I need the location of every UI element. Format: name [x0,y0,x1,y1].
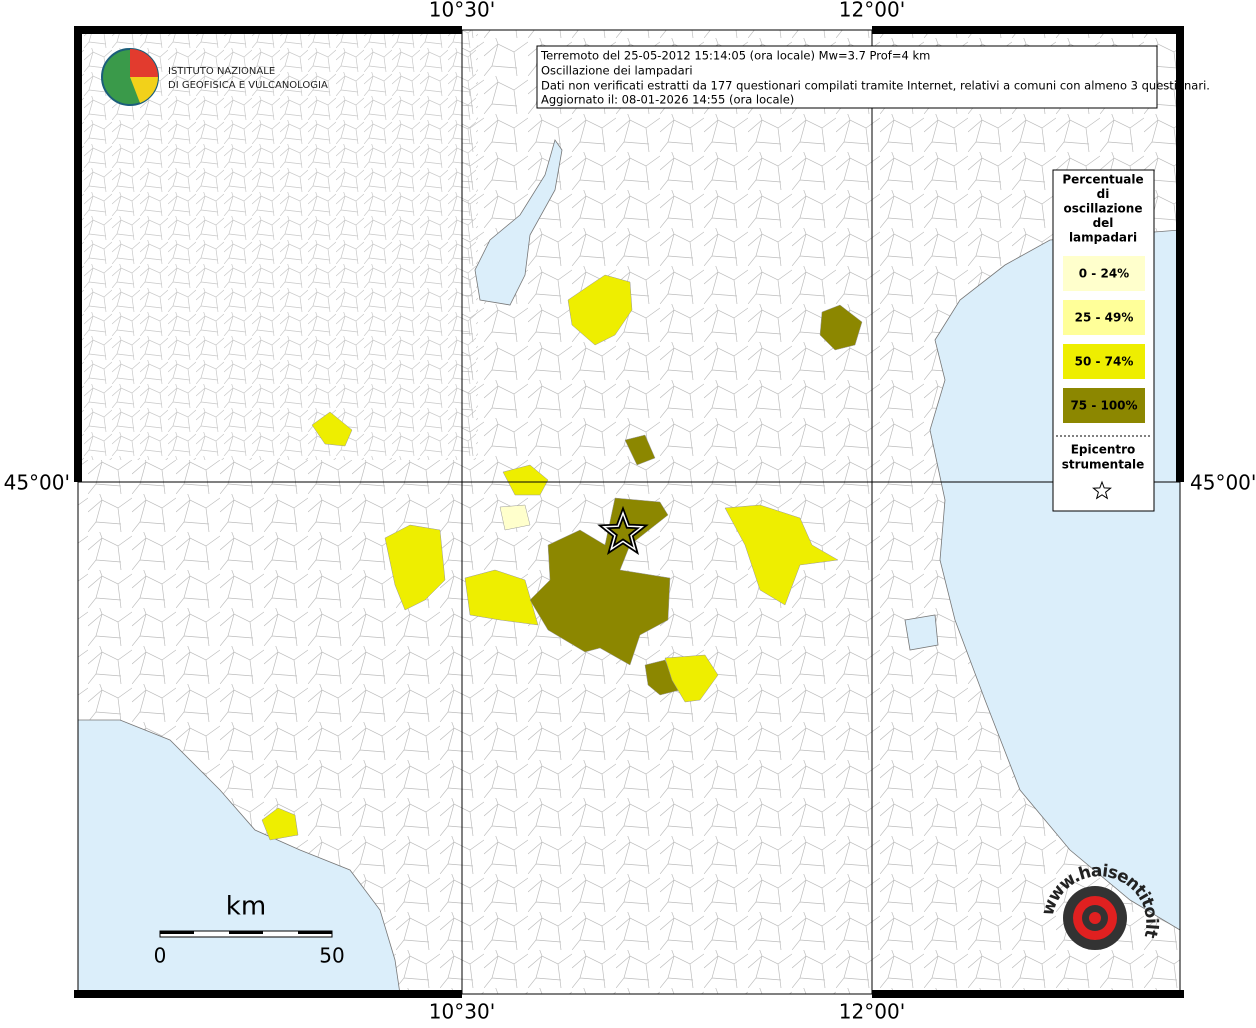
legend-title: di [1097,187,1110,201]
scale-bar [298,931,332,934]
legend-swatch [1063,388,1145,423]
legend-swatch [1063,256,1145,291]
legend-title: Percentuale [1062,173,1143,187]
graticule [78,30,1180,994]
legend-label: 50 - 74% [1075,355,1134,369]
legend-swatch [1063,300,1145,335]
legend-title: del [1093,216,1114,230]
legend-title: oscillazione [1064,202,1143,216]
legend-label: 25 - 49% [1075,311,1134,325]
municipality-area [724,504,839,606]
legend-label: 0 - 24% [1079,267,1129,281]
scale-bar [160,931,194,934]
scale-bar [229,931,263,934]
frame-bar [74,26,82,482]
municipality-area [819,304,863,351]
municipality-area [664,654,719,703]
info-line: Terremoto del 25-05-2012 15:14:05 (ora l… [540,49,930,63]
info-line: Dati non verificati estratti da 177 ques… [541,79,1210,93]
municipality-area [384,524,446,611]
frame-bar [1176,26,1184,482]
municipality-area [464,569,539,626]
legend-epicenter-symbol [1092,480,1112,500]
lon-label: 12°00' [839,1000,905,1024]
logo-globe [130,49,158,77]
info-line: Aggiornato il: 08-01-2026 14:55 (ora loc… [541,93,794,107]
municipality-area [261,807,299,841]
municipality-area [502,464,549,496]
municipality-area [499,504,531,531]
frame-bar [872,26,1184,34]
lat-label: 45°00' [4,471,70,495]
frame-bar [74,26,462,34]
legend-text: strumentale [1062,458,1145,472]
frame-bar [74,990,462,998]
logo-text: ISTITUTO NAZIONALE [168,66,275,77]
lon-label: 10°30' [429,1000,495,1024]
frame-bars [74,26,1184,998]
info-line: Oscillazione dei lampadari [541,64,693,78]
scale-unit: km [226,892,266,922]
lat-label: 45°00' [1190,471,1256,495]
legend-label: 75 - 100% [1070,399,1137,413]
municipality-area [624,434,656,466]
logo-globe [130,77,158,103]
legend-title: lampadari [1069,231,1137,245]
frame [77,29,1181,995]
legend-text: Epicentro [1071,443,1136,457]
legend [1052,169,1155,512]
municipality-area [567,274,633,346]
lon-label: 10°30' [429,0,495,22]
scale-label: 0 [154,944,167,968]
epicenter [601,510,645,551]
lagoon [904,614,939,651]
frame-bar [872,990,1184,998]
watermark-logo [1089,912,1101,924]
logo-text: DI GEOFISICA E VULCANOLOGIA [168,80,328,91]
municipality-area [644,659,681,696]
info-box [536,45,1158,109]
municipality-area [529,497,671,666]
municipality-area [311,411,353,447]
scale-label: 50 [319,944,344,968]
legend-swatch [1063,344,1145,379]
lon-label: 12°00' [839,0,905,22]
lake [474,139,563,306]
